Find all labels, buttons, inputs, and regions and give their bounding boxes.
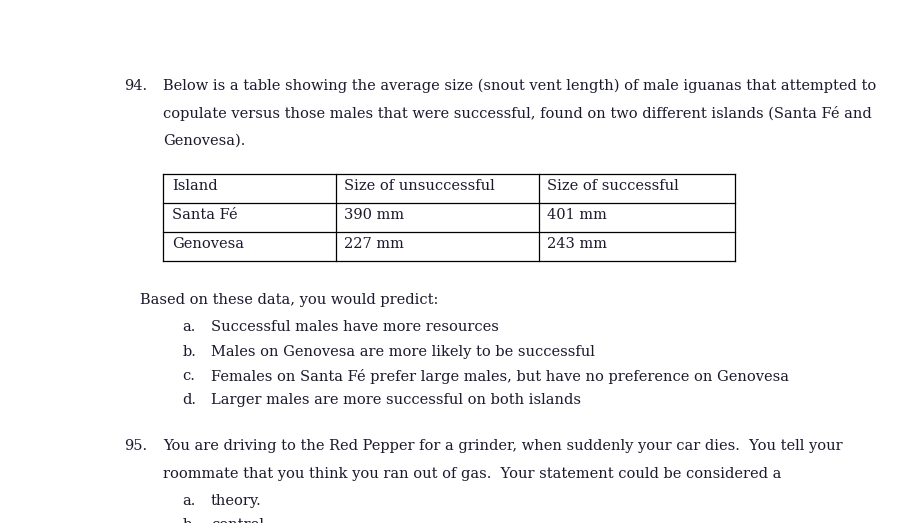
Text: copulate versus those males that were successful, found on two different islands: copulate versus those males that were su… (164, 106, 872, 121)
Text: Based on these data, you would predict:: Based on these data, you would predict: (140, 293, 438, 307)
Text: 227 mm: 227 mm (345, 237, 404, 251)
Text: b.: b. (183, 345, 197, 359)
Text: Size of successful: Size of successful (547, 179, 679, 193)
Text: control.: control. (211, 518, 268, 523)
Text: 390 mm: 390 mm (345, 208, 404, 222)
Text: b.: b. (183, 518, 197, 523)
Text: Females on Santa Fé prefer large males, but have no preference on Genovesa: Females on Santa Fé prefer large males, … (211, 369, 789, 384)
Text: c.: c. (183, 369, 196, 383)
Text: theory.: theory. (211, 494, 262, 508)
Text: a.: a. (183, 321, 196, 335)
Text: Below is a table showing the average size (snout vent length) of male iguanas th: Below is a table showing the average siz… (164, 79, 877, 93)
Text: Size of unsuccessful: Size of unsuccessful (345, 179, 495, 193)
Text: 401 mm: 401 mm (547, 208, 607, 222)
Text: roommate that you think you ran out of gas.  Your statement could be considered : roommate that you think you ran out of g… (164, 467, 782, 481)
Text: d.: d. (183, 393, 197, 407)
Text: 94.: 94. (124, 79, 147, 93)
Text: Larger males are more successful on both islands: Larger males are more successful on both… (211, 393, 581, 407)
Text: 95.: 95. (124, 439, 147, 453)
Text: Males on Genovesa are more likely to be successful: Males on Genovesa are more likely to be … (211, 345, 595, 359)
Text: You are driving to the Red Pepper for a grinder, when suddenly your car dies.  Y: You are driving to the Red Pepper for a … (164, 439, 843, 453)
Text: Island: Island (172, 179, 218, 193)
Text: Santa Fé: Santa Fé (172, 208, 237, 222)
Text: a.: a. (183, 494, 196, 508)
Text: Genovesa).: Genovesa). (164, 134, 245, 147)
Text: Successful males have more resources: Successful males have more resources (211, 321, 499, 335)
Text: 243 mm: 243 mm (547, 237, 607, 251)
Text: Genovesa: Genovesa (172, 237, 244, 251)
